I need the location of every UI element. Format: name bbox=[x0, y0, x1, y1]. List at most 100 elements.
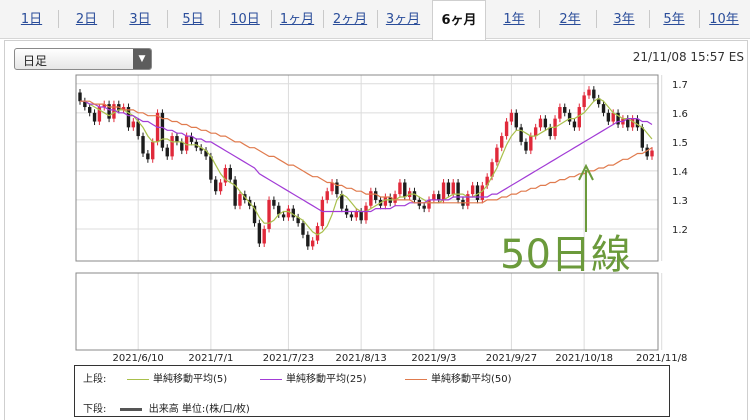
x-tick-label: 2021/9/3 bbox=[411, 353, 456, 364]
ma-line bbox=[80, 100, 653, 204]
candle-body bbox=[548, 127, 552, 137]
candle-body bbox=[567, 112, 572, 122]
candle-body bbox=[286, 208, 291, 218]
candle-body bbox=[383, 197, 388, 206]
tab-11[interactable]: 3年 bbox=[613, 12, 635, 27]
tab-6[interactable]: 2ヶ月 bbox=[332, 12, 368, 27]
candle-body bbox=[92, 112, 97, 122]
candle-body bbox=[543, 118, 548, 128]
candle-body bbox=[233, 179, 237, 206]
candle-body bbox=[204, 150, 208, 157]
legend-item-label: 単純移動平均(50) bbox=[431, 374, 512, 385]
candle-body bbox=[315, 226, 320, 241]
chart-panel bbox=[4, 40, 748, 420]
tab-separator bbox=[649, 10, 650, 28]
tab-10[interactable]: 2年 bbox=[559, 12, 581, 27]
candlestick-series bbox=[78, 86, 654, 250]
candle-body bbox=[141, 136, 145, 154]
candle-body bbox=[252, 205, 257, 224]
candle-body bbox=[238, 194, 242, 206]
tab-13[interactable]: 10年 bbox=[709, 12, 739, 27]
candle-body bbox=[480, 185, 485, 200]
legend-item-1: 単純移動平均(25) bbox=[260, 370, 367, 385]
candle-body bbox=[490, 162, 494, 177]
candle-body bbox=[214, 179, 218, 192]
candle-body bbox=[538, 118, 543, 128]
candle-body bbox=[475, 185, 480, 200]
candle-body bbox=[451, 182, 455, 195]
tab-5[interactable]: 1ヶ月 bbox=[279, 12, 315, 27]
candle-body bbox=[112, 104, 116, 119]
triangle-down-icon[interactable]: ▼ bbox=[133, 49, 151, 69]
x-tick-label: 2021/10/18 bbox=[555, 353, 613, 364]
tab-8[interactable]: 6ヶ月 bbox=[432, 0, 486, 40]
tab-4[interactable]: 10日 bbox=[230, 12, 260, 27]
candle-body bbox=[432, 194, 436, 200]
tab-9[interactable]: 1年 bbox=[503, 12, 525, 27]
candle-body bbox=[335, 182, 339, 195]
tab-3[interactable]: 5日 bbox=[182, 12, 204, 27]
tab-7[interactable]: 3ヶ月 bbox=[385, 12, 421, 27]
legend-lower-row: 下段: 出来高 単位:(株/口/枚) bbox=[83, 400, 250, 415]
tab-separator bbox=[271, 10, 272, 28]
candle-body bbox=[184, 136, 189, 151]
candle-body bbox=[563, 107, 567, 113]
candle-body bbox=[524, 141, 528, 151]
candle-body bbox=[393, 194, 397, 203]
annotation-label: 50日線 bbox=[500, 232, 631, 278]
x-axis-tick-labels: 2021/6/10 2021/7/1 2021/7/23 2021/8/13 2021/… bbox=[113, 353, 688, 364]
candle-body bbox=[398, 182, 402, 195]
legend-swatch bbox=[260, 378, 282, 380]
price-plot-frame bbox=[75, 74, 659, 262]
candle-body bbox=[160, 112, 165, 148]
candle-body bbox=[645, 147, 649, 157]
candle-body bbox=[616, 112, 620, 125]
moving-average-lines bbox=[80, 97, 653, 236]
tab-separator bbox=[377, 10, 378, 28]
candle-body bbox=[533, 127, 538, 137]
candle-body bbox=[223, 168, 228, 183]
candle-body bbox=[606, 112, 611, 122]
candle-body bbox=[495, 147, 499, 163]
candle-body bbox=[165, 147, 169, 157]
chart-grid bbox=[76, 75, 663, 350]
tab-separator bbox=[113, 10, 114, 28]
candle-body bbox=[369, 191, 373, 206]
x-tick-label: 2021/8/13 bbox=[336, 353, 387, 364]
candle-body bbox=[170, 136, 174, 157]
candle-body bbox=[485, 176, 489, 186]
legend-upper-row: 上段: bbox=[83, 370, 106, 385]
candle-body bbox=[180, 141, 184, 151]
candle-body bbox=[470, 185, 475, 195]
period-tab-bar: 1日 2日 3日 5日 10日 1ヶ月 2ヶ月 3ヶ月 6ヶ月 1年 2年 3年 5年 10年 bbox=[0, 0, 750, 40]
tab-separator bbox=[699, 10, 700, 28]
candle-body bbox=[577, 107, 581, 128]
candle-body bbox=[650, 150, 654, 157]
y-tick-label: 1.6 bbox=[672, 109, 688, 120]
candle-body bbox=[601, 104, 606, 113]
legend-lower-label: 下段: bbox=[83, 404, 107, 415]
y-tick-label: 1.3 bbox=[672, 196, 688, 207]
candle-body bbox=[529, 136, 533, 151]
candle-body bbox=[310, 240, 315, 247]
candle-body bbox=[121, 107, 126, 110]
tab-12[interactable]: 5年 bbox=[663, 12, 685, 27]
candle-body bbox=[349, 214, 354, 218]
candle-body bbox=[422, 205, 426, 209]
candle-body bbox=[218, 182, 223, 192]
candle-body bbox=[514, 112, 518, 128]
candle-body bbox=[572, 121, 577, 128]
volume-legend-swatch bbox=[119, 407, 142, 411]
tab-1[interactable]: 2日 bbox=[75, 12, 98, 27]
tab-2[interactable]: 3日 bbox=[129, 12, 151, 27]
annotation-arrow-head bbox=[578, 163, 594, 181]
tab-0[interactable]: 1日 bbox=[20, 12, 43, 27]
legend-swatch bbox=[127, 378, 149, 380]
candle-body bbox=[446, 182, 451, 195]
timeframe-select[interactable]: 日足 ▼ bbox=[14, 48, 152, 70]
candle-body bbox=[102, 104, 106, 108]
candle-body bbox=[272, 199, 276, 206]
tab-separator bbox=[539, 10, 540, 28]
candle-body bbox=[558, 107, 562, 119]
candle-body bbox=[364, 205, 368, 221]
